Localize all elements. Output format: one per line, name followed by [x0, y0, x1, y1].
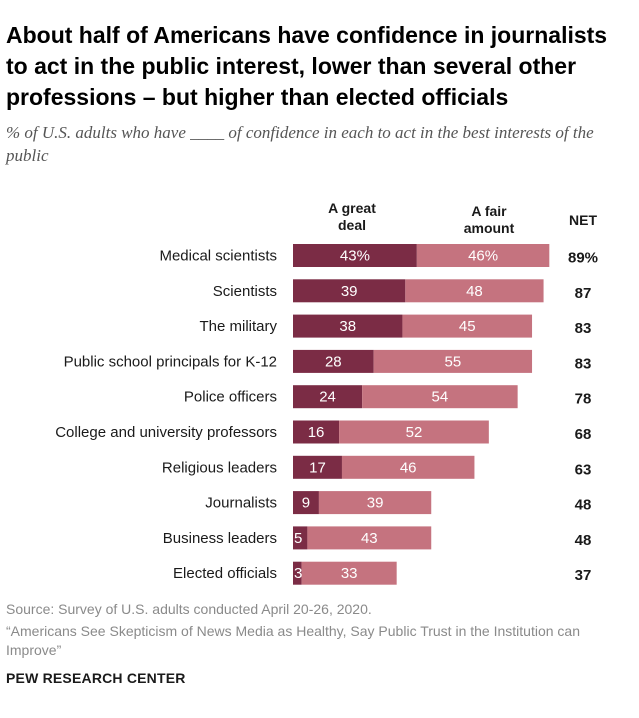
net-value: 89% — [568, 250, 598, 267]
value-label-fair-amount: 52 — [406, 424, 423, 441]
category-label: Religious leaders — [162, 459, 277, 476]
value-label-great-deal: 5 — [294, 530, 302, 547]
bar-fair-amount — [301, 561, 397, 585]
category-label: Scientists — [213, 283, 277, 300]
value-label-fair-amount: 45 — [459, 318, 476, 335]
pew-logo-text: PEW RESEARCH CENTER — [6, 670, 186, 686]
bar-fair-amount — [341, 455, 475, 479]
value-label-great-deal: 16 — [308, 424, 325, 441]
value-label-fair-amount: 33 — [341, 565, 358, 582]
bar-great-deal — [293, 561, 302, 585]
value-label-fair-amount: 54 — [432, 389, 449, 406]
bar-great-deal — [293, 349, 374, 373]
bar-row: The military 38 45 83 — [199, 314, 592, 338]
source-note: Source: Survey of U.S. adults conducted … — [6, 601, 372, 617]
bar-row: Police officers 24 54 78 — [184, 385, 592, 409]
value-label-fair-amount: 48 — [466, 283, 483, 300]
header-great-deal: deal — [338, 217, 366, 233]
value-label-great-deal: 39 — [341, 283, 358, 300]
chart-title: About half of Americans have confidence … — [6, 22, 608, 110]
value-label-fair-amount: 55 — [444, 353, 461, 370]
net-value: 63 — [575, 461, 592, 478]
net-value: 83 — [575, 320, 592, 337]
bar-great-deal — [293, 420, 340, 444]
bar-great-deal — [293, 491, 319, 515]
header-fair-amount: A fair — [471, 203, 507, 219]
value-label-great-deal: 38 — [339, 318, 356, 335]
bar-row: Journalists 9 39 48 — [205, 491, 592, 515]
bar-rows: Medical scientists 43% 46% 89%Scientists 39 4… — [55, 244, 598, 585]
bar-fair-amount — [373, 349, 533, 373]
value-label-fair-amount: 46 — [400, 459, 417, 476]
bar-great-deal — [293, 455, 342, 479]
header-great-deal: A great — [328, 200, 376, 216]
bar-great-deal — [293, 314, 403, 338]
report-title-note: “Americans See Skepticism of News Media … — [6, 623, 580, 658]
net-value: 68 — [575, 426, 592, 443]
category-label: College and university professors — [55, 424, 277, 441]
net-value: 48 — [575, 497, 592, 514]
bar-fair-amount — [402, 314, 533, 338]
bar-great-deal — [293, 244, 417, 267]
category-label: Police officers — [184, 389, 277, 406]
bar-great-deal — [293, 526, 308, 550]
value-label-great-deal: 43% — [340, 248, 370, 265]
value-label-great-deal: 3 — [294, 565, 302, 582]
net-value: 78 — [575, 391, 592, 408]
header-fair-amount: amount — [464, 220, 515, 236]
bar-row: Medical scientists 43% 46% 89% — [159, 244, 598, 267]
bar-row: Business leaders 5 43 48 — [163, 526, 592, 550]
value-label-fair-amount: 46% — [468, 248, 498, 265]
category-label: Public school principals for K-12 — [64, 353, 277, 370]
bar-row: Religious leaders 17 46 63 — [162, 455, 592, 479]
category-label: Business leaders — [163, 530, 277, 547]
value-label-fair-amount: 39 — [367, 495, 384, 512]
net-value: 37 — [575, 567, 592, 584]
bar-great-deal — [293, 279, 406, 303]
bar-row: Scientists 39 48 87 — [213, 279, 592, 303]
net-value: 83 — [575, 355, 592, 372]
bar-row: Elected officials 3 33 37 — [173, 561, 592, 585]
bar-fair-amount — [362, 385, 518, 409]
category-label: Medical scientists — [159, 248, 277, 265]
header-net: NET — [569, 212, 597, 228]
bar-row: College and university professors 16 52 68 — [55, 420, 592, 444]
bar-great-deal — [293, 385, 363, 409]
value-label-great-deal: 17 — [309, 459, 326, 476]
category-label: Journalists — [205, 495, 277, 512]
bar-fair-amount — [307, 526, 432, 550]
value-label-great-deal: 24 — [319, 389, 336, 406]
bar-fair-amount — [416, 244, 550, 267]
net-value: 48 — [575, 532, 592, 549]
bar-fair-amount — [339, 420, 489, 444]
bar-row: Public school principals for K-12 28 55 83 — [64, 349, 592, 373]
bar-fair-amount — [405, 279, 544, 303]
chart-subtitle: % of U.S. adults who have ____ of confid… — [6, 123, 594, 165]
category-label: The military — [199, 318, 277, 335]
category-label: Elected officials — [173, 565, 277, 582]
net-value: 87 — [575, 285, 592, 302]
value-label-fair-amount: 43 — [361, 530, 378, 547]
value-label-great-deal: 28 — [325, 353, 342, 370]
value-label-great-deal: 9 — [302, 495, 310, 512]
bar-fair-amount — [318, 491, 432, 515]
